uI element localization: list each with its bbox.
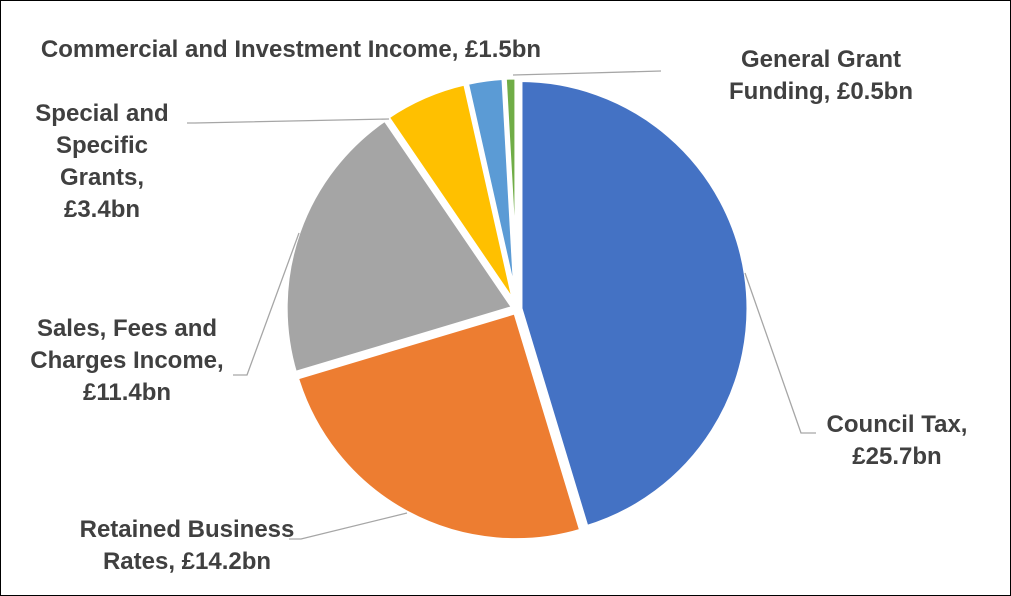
slice-label-line: Special and [35, 100, 168, 127]
slice-label: Council Tax, £25.7bn [827, 411, 968, 470]
leader-line [289, 512, 408, 540]
slice-label: General Grant Funding, £0.5bn [729, 46, 913, 105]
slice-label-line: Grants, [60, 164, 144, 191]
leader-lines [187, 70, 816, 540]
slice-labels: Council Tax, £25.7bn Retained Business Rate… [30, 36, 967, 575]
slice-label: Sales, Fees and Charges Income, £11.4bn [30, 315, 223, 406]
slice-label-line: General Grant [741, 46, 901, 73]
leader-line [744, 272, 816, 434]
pie-slices [282, 74, 752, 544]
leader-line [233, 232, 300, 376]
slice-label-line: Rates, £14.2bn [103, 548, 271, 575]
slice-label-line: £3.4bn [64, 196, 140, 223]
slice-label-line: Council Tax, [827, 411, 968, 438]
slice-label-line: £11.4bn [83, 379, 171, 406]
slice-label: Commercial and Investment Income, £1.5bn [41, 36, 541, 63]
slice-label: Special and Specific Grants, £3.4bn [35, 100, 168, 223]
slice-label-line: Specific [56, 132, 148, 159]
pie-slice-council-tax [517, 77, 752, 531]
slice-label-line: Commercial and Investment Income, £1.5bn [41, 36, 541, 63]
slice-label: Retained Business Rates, £14.2bn [80, 516, 295, 575]
pie-slice-retained-business-rates [293, 309, 585, 544]
slice-label-line: £25.7bn [852, 443, 941, 470]
slice-label-line: Sales, Fees and [37, 315, 217, 342]
pie-slice-general-grant-funding [501, 74, 520, 309]
pie-slice-sales-fees-and-charges-income [282, 116, 517, 377]
leader-line [512, 70, 662, 76]
slice-label-line: Funding, £0.5bn [729, 78, 913, 105]
leader-line [187, 118, 390, 124]
slice-label-line: Charges Income, [30, 347, 223, 374]
slice-label-line: Retained Business [80, 516, 295, 543]
